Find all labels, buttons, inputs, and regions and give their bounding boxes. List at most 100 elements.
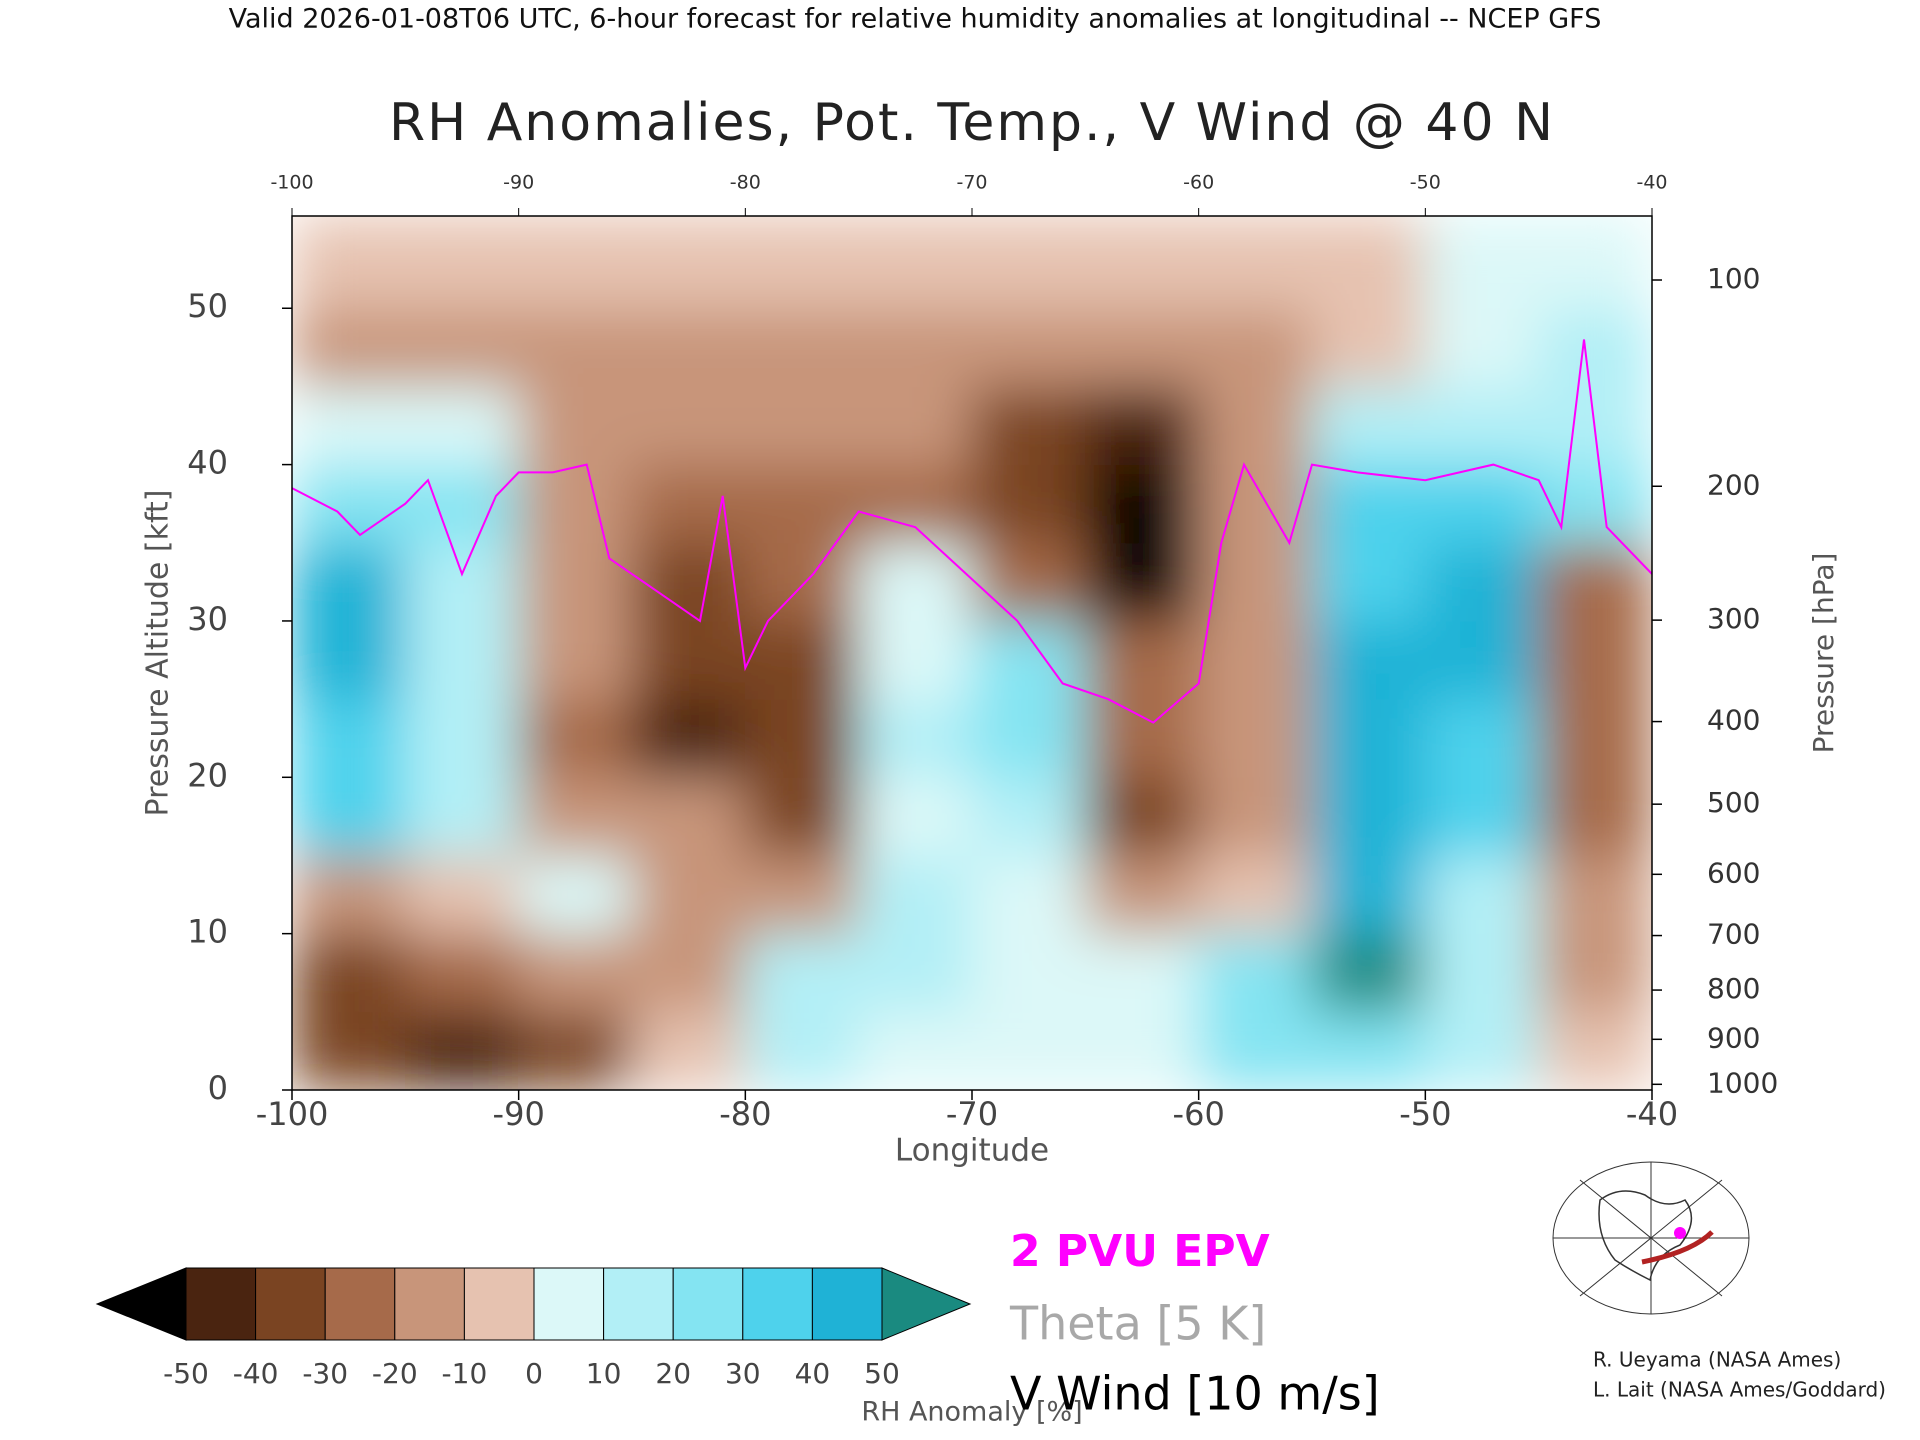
heat-cell (518, 542, 633, 622)
heat-cell (1311, 620, 1426, 700)
heat-cell (1084, 307, 1200, 387)
heat-cell (1311, 542, 1426, 622)
x-axis-label: Longitude (895, 1133, 1049, 1169)
heat-cell (858, 216, 973, 309)
heat-cell (518, 620, 633, 700)
colorbar-tick-label: -40 (233, 1357, 279, 1390)
heat-cell (1084, 385, 1200, 466)
y2-tick-label: 500 (1707, 786, 1760, 819)
heat-cell (971, 776, 1086, 856)
heat-cell (292, 385, 406, 466)
x-top-tick-label: -100 (270, 172, 313, 194)
heat-cell (1084, 620, 1200, 700)
heatmap (292, 216, 1652, 1090)
heat-cell (971, 933, 1086, 1013)
colorbar-over (881, 1267, 972, 1341)
heat-cell (631, 933, 746, 1013)
heat-cell (1424, 620, 1540, 700)
heat-cell (744, 933, 860, 1013)
heat-cell (1538, 620, 1652, 700)
heat-cell (1424, 933, 1540, 1013)
heat-cell (744, 464, 860, 544)
heat-cell (1538, 542, 1652, 622)
y2-axis-label: Pressure [hPa] (1807, 553, 1840, 754)
heat-cell (1084, 933, 1200, 1013)
heat-cell (1198, 307, 1313, 387)
heat-cell (292, 216, 406, 309)
heat-cell (1198, 1011, 1313, 1090)
heat-cell (1311, 216, 1426, 309)
colorbar-bin (672, 1267, 744, 1341)
y2-tick-label: 100 (1707, 262, 1760, 295)
heat-cell (292, 1011, 406, 1090)
epv-line (292, 339, 1652, 724)
heat-cell (858, 542, 973, 622)
heat-cell (518, 307, 633, 387)
heat-cell (971, 698, 1086, 778)
heat-cell (1311, 1011, 1426, 1090)
heat-cell (404, 933, 520, 1013)
heat-cell (404, 1011, 520, 1090)
colorbar-bin (185, 1267, 257, 1341)
heat-cell (404, 542, 520, 622)
heat-cell (518, 385, 633, 466)
heat-cell (631, 464, 746, 544)
heat-cell (631, 542, 746, 622)
heat-cell (518, 1011, 633, 1090)
heat-cell (744, 1011, 860, 1090)
legend-entry: V Wind [10 m/s] (1010, 1367, 1380, 1421)
colorbar-tick-label: 20 (655, 1357, 691, 1390)
colorbar-bin (742, 1267, 813, 1341)
chart-title: RH Anomalies, Pot. Temp., V Wind @ 40 N (389, 93, 1555, 153)
heat-cell (631, 307, 746, 387)
heat-cell (1198, 854, 1313, 935)
heat-cell (1084, 1011, 1200, 1090)
x-tick-label: -60 (1173, 1095, 1225, 1133)
heat-cell (1424, 854, 1540, 935)
heat-cell (1084, 216, 1200, 309)
x-top-tick-label: -50 (1410, 172, 1441, 194)
colorbar-tick-label: 30 (725, 1357, 761, 1390)
heat-cell (1538, 854, 1652, 935)
heat-cell (971, 216, 1086, 309)
heat-cell (1538, 216, 1652, 309)
legend-entry: 2 PVU EPV (1010, 1226, 1270, 1277)
heat-cell (518, 698, 633, 778)
heat-cell (744, 854, 860, 935)
heat-cell (1424, 1011, 1540, 1090)
heat-cell (858, 1011, 973, 1090)
heat-cell (1424, 542, 1540, 622)
heat-cell (631, 854, 746, 935)
heat-cell (971, 542, 1086, 622)
colorbar-bin (324, 1267, 396, 1341)
y-tick-label: 30 (187, 600, 228, 638)
colorbar-bin (394, 1267, 465, 1341)
colorbar-bin (811, 1267, 883, 1341)
header: Valid 2026-01-08T06 UTC, 6-hour forecast… (229, 4, 1602, 35)
heat-cell (1084, 854, 1200, 935)
heat-cell (971, 620, 1086, 700)
y2-tick-label: 400 (1707, 704, 1760, 737)
heat-cell (744, 307, 860, 387)
heat-cell (1311, 385, 1426, 466)
heat-cell (404, 464, 520, 544)
heat-cell (518, 854, 633, 935)
heat-cell (404, 307, 520, 387)
heat-cell (1311, 307, 1426, 387)
heat-cell (1538, 933, 1652, 1013)
heat-cell (404, 776, 520, 856)
y-tick-label: 40 (187, 444, 228, 482)
heat-cell (858, 620, 973, 700)
heat-cell (1198, 464, 1313, 544)
heatmap-cells (292, 216, 1652, 1090)
x-tick-label: -40 (1626, 1095, 1678, 1133)
colorbar-bin (533, 1267, 605, 1341)
y-axis-label: Pressure Altitude [kft] (141, 490, 176, 817)
y-tick-label: 20 (187, 756, 228, 794)
heat-cell (404, 698, 520, 778)
heat-cell (1424, 385, 1540, 466)
heat-cell (292, 542, 406, 622)
heat-cell (1538, 464, 1652, 544)
heat-cell (631, 776, 746, 856)
heat-cell (631, 385, 746, 466)
